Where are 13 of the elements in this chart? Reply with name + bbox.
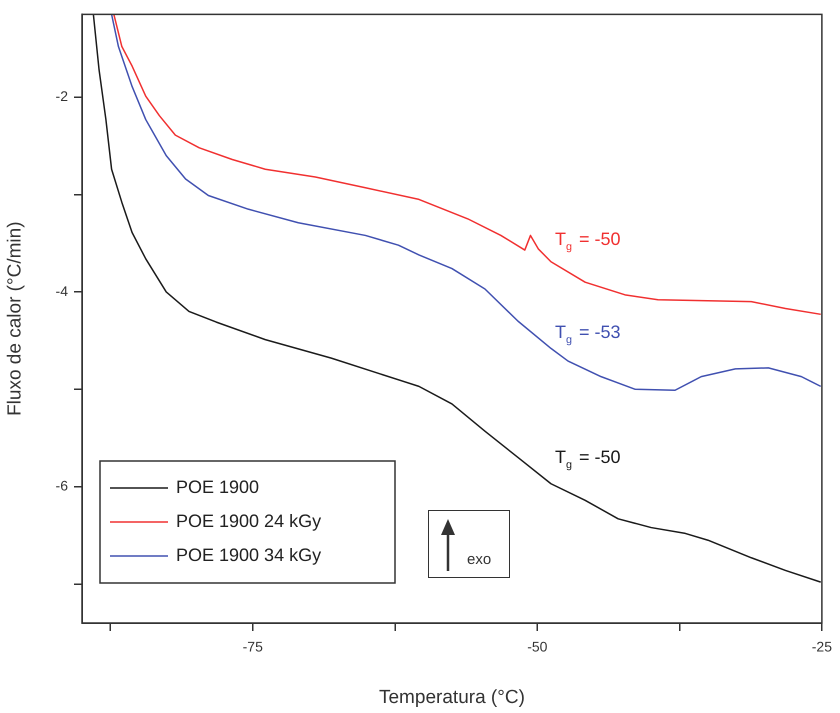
x-tick-label: -50 [527, 638, 548, 654]
y-tick-label: -6 [56, 478, 68, 494]
x-axis-title: Temperatura (°C) [378, 686, 525, 708]
x-tick-label: -25 [812, 638, 832, 654]
legend-label: POE 1900 34 kGy [176, 544, 322, 565]
y-tick-label: -2 [56, 88, 68, 104]
y-axis-title: Fluxo de calor (°C/min) [4, 221, 26, 416]
annotation: exo [467, 551, 492, 568]
y-tick-label: -4 [56, 282, 68, 299]
legend-label: POE 1900 24 kGy [176, 510, 322, 531]
arrow-note-box: exo [428, 510, 510, 578]
legend-label: POE 1900 [176, 476, 260, 497]
x-tick-label: -75 [242, 638, 264, 654]
